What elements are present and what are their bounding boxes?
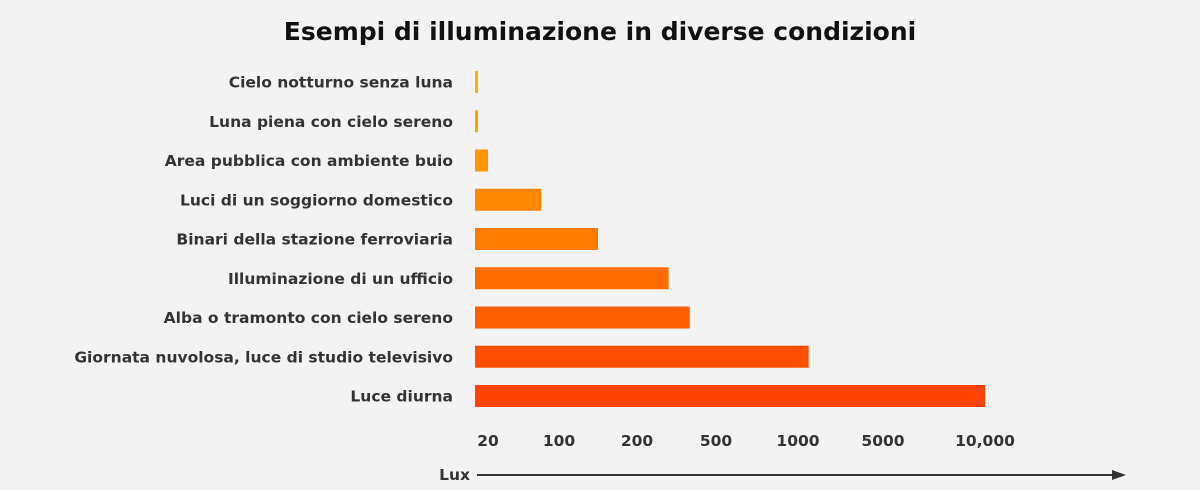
bar: [475, 228, 598, 250]
bar: [475, 306, 690, 329]
category-label: Illuminazione di un ufficio: [228, 270, 453, 288]
category-label: Area pubblica con ambiente buio: [165, 152, 453, 170]
x-tick-label: 500: [700, 432, 733, 450]
category-label: Luci di un soggiorno domestico: [180, 191, 453, 209]
x-tick-label: 20: [477, 432, 499, 450]
x-tick-label: 5000: [861, 432, 904, 450]
bar: [475, 188, 542, 211]
x-tick-label: 100: [543, 432, 576, 450]
category-label: Alba o tramonto con cielo sereno: [164, 309, 453, 327]
category-label: Giornata nuvolosa, luce di studio televi…: [74, 348, 453, 366]
chart-title: Esempi di illuminazione in diverse condi…: [284, 17, 916, 46]
x-tick-label: 200: [621, 432, 654, 450]
bar: [475, 345, 809, 368]
category-label: Binari della stazione ferroviaria: [176, 231, 453, 249]
category-label: Luna piena con cielo sereno: [209, 113, 453, 131]
category-label: Luce diurna: [350, 388, 453, 406]
category-labels: Cielo notturno senza luna Luna piena con …: [74, 74, 453, 406]
x-axis-label: Lux: [439, 466, 470, 484]
bar: [475, 385, 985, 407]
x-tick-labels: 20 100 200 500 1000 5000 10,000: [477, 432, 1015, 450]
bar: [475, 267, 669, 290]
bars-group: [475, 71, 985, 407]
category-label: Cielo notturno senza luna: [229, 74, 453, 92]
x-tick-label: 10,000: [955, 432, 1015, 450]
bar: [475, 149, 488, 172]
x-tick-label: 1000: [776, 432, 819, 450]
bar: [475, 71, 478, 93]
bar: [475, 110, 478, 133]
